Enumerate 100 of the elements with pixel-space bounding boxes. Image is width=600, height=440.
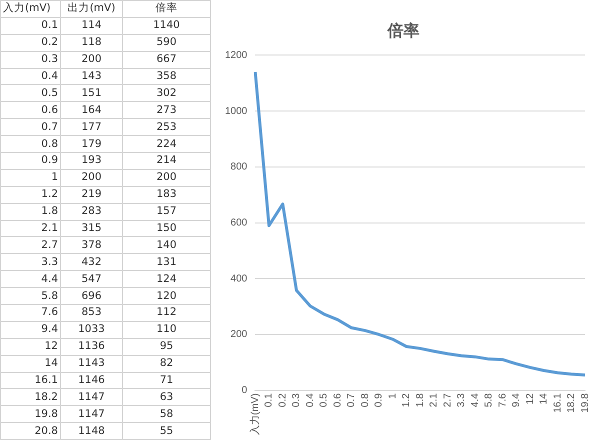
y-tick-label: 16.1 (0, 372, 60, 389)
x-tick-label: 入力(mV) (248, 393, 261, 436)
x-tick-label: 0.7 (346, 392, 358, 408)
y-tick-label: 1200 (224, 50, 248, 61)
x-tick-label: 12 (524, 392, 536, 404)
chart-title: 倍率 (386, 20, 420, 40)
x-tick-label: 1.8 (414, 392, 426, 408)
x-tick-label: 出力(mV) (60, 0, 122, 18)
data-label: 200 (122, 169, 210, 186)
y-tick-label: 800 (230, 162, 248, 173)
data-label: 667 (122, 51, 210, 68)
data-label: 110 (122, 321, 210, 338)
x-tick-label: 2.1 (428, 392, 440, 408)
x-tick-label: 0.4 (304, 392, 316, 408)
data-label: 1147 (60, 406, 122, 423)
y-tick-label: 0.7 (0, 118, 60, 136)
data-label: 82 (122, 355, 210, 372)
y-tick-label: 12 (0, 338, 60, 356)
y-tick-label: 14 (0, 355, 60, 372)
x-tick-label: 19.8 (580, 392, 591, 413)
data-label: 590 (122, 34, 210, 52)
data-label: 63 (122, 388, 210, 406)
x-tick-label: 14 (538, 392, 550, 404)
x-tick-label: 7.6 (497, 392, 508, 408)
data-label: 432 (60, 254, 122, 271)
data-label: 253 (122, 118, 210, 136)
data-label: 112 (122, 304, 210, 322)
y-tick-label: 2.7 (0, 236, 60, 254)
data-label: 200 (60, 51, 122, 68)
data-label: 200 (60, 169, 122, 186)
data-label: 140 (122, 236, 210, 254)
data-label: 1140 (122, 17, 210, 34)
data-label: 853 (60, 304, 122, 322)
x-tick-label: 0.8 (360, 392, 371, 408)
y-tick-label: 0.9 (0, 152, 60, 170)
x-tick-label: 5.8 (484, 392, 495, 408)
data-label: 302 (122, 84, 210, 102)
x-tick-label: 9.4 (511, 392, 522, 408)
y-tick-label: 0.1 (0, 17, 60, 34)
data-label: 114 (60, 17, 122, 34)
y-tick-label: 1.2 (0, 186, 60, 204)
y-tick-label: 0.3 (0, 51, 60, 68)
x-tick-label: 18.2 (566, 392, 578, 413)
data-label: 1143 (60, 355, 122, 372)
data-label: 193 (60, 152, 122, 170)
y-tick-label: 7.6 (0, 304, 60, 322)
x-tick-label: 0.5 (318, 392, 330, 408)
data-label: 1148 (60, 422, 122, 440)
data-label: 71 (122, 372, 210, 389)
y-tick-label: 0.4 (0, 68, 60, 85)
x-tick-label: 0.3 (291, 392, 302, 408)
data-label: 1147 (60, 388, 122, 406)
data-label: 378 (60, 236, 122, 254)
y-tick-label: 4.4 (0, 270, 60, 288)
y-tick-label: 2.1 (0, 220, 60, 237)
data-label: 131 (122, 254, 210, 271)
data-label: 143 (60, 68, 122, 85)
data-label: 224 (122, 136, 210, 153)
data-label: 55 (122, 422, 210, 440)
data-label: 118 (60, 34, 122, 52)
data-label: 179 (60, 136, 122, 153)
data-label: 157 (122, 203, 210, 220)
y-tick-label: 1000 (224, 106, 248, 117)
data-label: 358 (122, 68, 210, 85)
data-label: 95 (122, 338, 210, 356)
data-label: 124 (122, 270, 210, 288)
x-tick-label: 0.9 (374, 392, 385, 408)
data-label: 214 (122, 152, 210, 170)
data-label: 150 (122, 220, 210, 237)
y-tick-label: 9.4 (0, 321, 60, 338)
y-tick-label: 1 (0, 169, 60, 186)
data-label: 273 (122, 102, 210, 119)
x-tick-label: 4.4 (470, 392, 481, 408)
x-tick-label: 0.6 (332, 392, 344, 408)
y-tick-label: 1.8 (0, 203, 60, 220)
y-tick-label: 0.5 (0, 84, 60, 102)
data-label: 283 (60, 203, 122, 220)
y-tick-label: 0.6 (0, 102, 60, 119)
y-tick-label: 200 (230, 329, 248, 340)
y-tick-label: 0.2 (0, 34, 60, 52)
data-label: 164 (60, 102, 122, 119)
x-tick-label: 2.7 (442, 392, 454, 408)
data-label: 1136 (60, 338, 122, 356)
x-tick-label: 3.3 (456, 392, 468, 408)
y-tick-label: 400 (230, 273, 248, 284)
data-label: 696 (60, 288, 122, 305)
y-tick-label: 20.8 (0, 422, 60, 440)
y-tick-label: 3.3 (0, 254, 60, 271)
data-label: 177 (60, 118, 122, 136)
data-label: 1033 (60, 321, 122, 338)
x-tick-label: 0.1 (264, 392, 275, 408)
y-tick-label: 0 (242, 385, 248, 396)
x-tick-label: 16.1 (552, 392, 564, 413)
data-label: 183 (122, 186, 210, 204)
x-tick-label: 0.2 (277, 392, 288, 408)
data-label: 315 (60, 220, 122, 237)
data-label: 547 (60, 270, 122, 288)
data-label: 1146 (60, 372, 122, 389)
x-tick-label: 1.2 (401, 392, 412, 408)
y-tick-label: 0.8 (0, 136, 60, 153)
